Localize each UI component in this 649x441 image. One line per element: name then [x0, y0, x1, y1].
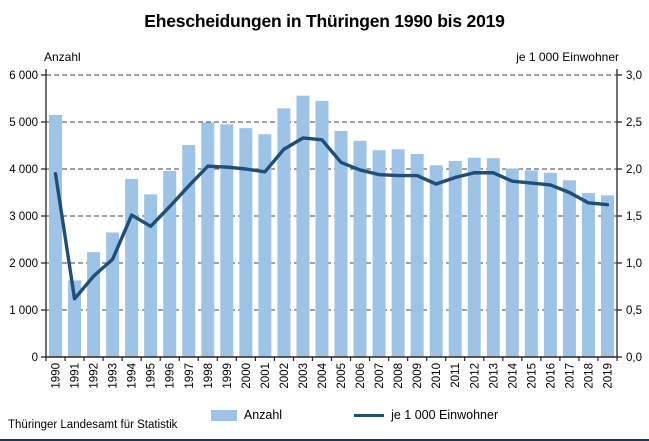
bar-2012	[467, 157, 481, 357]
bar-2005	[334, 130, 348, 357]
x-label-2001: 2001	[260, 363, 272, 389]
bar-2000	[239, 128, 253, 357]
x-label-2003: 2003	[298, 363, 310, 389]
left-axis-title: Anzahl	[44, 50, 81, 64]
x-label-2010: 2010	[431, 363, 443, 389]
bar-1997	[182, 145, 196, 357]
x-label-1994: 1994	[127, 362, 139, 388]
bar-2011	[448, 161, 462, 357]
bar-2014	[505, 168, 519, 357]
bar-2001	[258, 134, 272, 357]
bar-2017	[562, 180, 576, 357]
x-label-2011: 2011	[450, 363, 462, 388]
bar-1990	[49, 114, 63, 357]
x-label-1992: 1992	[89, 363, 101, 389]
x-label-2004: 2004	[317, 362, 329, 388]
right-axis-title: je 1 000 Einwohner	[516, 50, 619, 64]
x-label-2009: 2009	[412, 363, 424, 389]
left-tick-label: 1 000	[9, 305, 38, 317]
bar-2003	[296, 95, 310, 358]
bar-2006	[353, 140, 367, 357]
x-label-1999: 1999	[222, 363, 234, 389]
legend: Anzahl je 1 000 Einwohner	[30, 408, 649, 422]
right-tick-label: 2,5	[626, 117, 642, 129]
bar-2002	[277, 108, 291, 358]
right-tick-label: 0,5	[626, 305, 642, 317]
x-label-2000: 2000	[241, 363, 253, 389]
right-tick-label: 3,0	[626, 70, 642, 82]
legend-item-rate: je 1 000 Einwohner	[354, 408, 498, 422]
bar-1998	[201, 122, 215, 357]
x-label-2014: 2014	[507, 362, 519, 388]
bar-swatch-icon	[210, 409, 237, 421]
left-tick-label: 4 000	[9, 164, 38, 176]
x-label-2007: 2007	[374, 363, 386, 389]
x-label-1993: 1993	[108, 363, 120, 389]
bar-2018	[581, 192, 595, 357]
bar-2008	[391, 149, 405, 357]
bar-2007	[372, 150, 386, 357]
x-label-2002: 2002	[279, 363, 291, 389]
x-label-2016: 2016	[545, 363, 557, 389]
x-label-2019: 2019	[602, 363, 614, 389]
legend-bar-label: Anzahl	[243, 408, 283, 422]
bar-2016	[543, 172, 557, 357]
legend-line-label: je 1 000 Einwohner	[391, 408, 499, 422]
right-tick-label: 1,5	[626, 211, 642, 223]
x-label-1998: 1998	[203, 363, 215, 389]
bar-1996	[163, 170, 177, 357]
x-label-2018: 2018	[583, 363, 595, 389]
bar-1991	[68, 280, 82, 357]
x-label-1991: 1991	[70, 363, 82, 389]
x-label-1996: 1996	[165, 363, 177, 389]
bar-1995	[144, 194, 158, 357]
x-label-2005: 2005	[336, 363, 348, 389]
left-tick-label: 3 000	[9, 211, 38, 223]
bar-1992	[87, 252, 101, 357]
bar-2004	[315, 100, 329, 357]
x-label-2006: 2006	[355, 363, 367, 389]
left-tick-label: 6 000	[9, 70, 38, 82]
x-label-2013: 2013	[488, 363, 500, 389]
x-label-2012: 2012	[469, 363, 481, 389]
x-label-2015: 2015	[526, 363, 538, 389]
line-swatch-icon	[354, 413, 385, 417]
bar-2013	[486, 158, 500, 357]
x-label-1997: 1997	[184, 363, 196, 389]
right-tick-label: 2,0	[626, 164, 642, 176]
left-tick-label: 0	[32, 352, 38, 364]
x-label-2017: 2017	[564, 363, 576, 389]
right-tick-label: 1,0	[626, 258, 642, 270]
bar-1999	[220, 124, 234, 357]
bar-2010	[429, 165, 443, 357]
x-label-1995: 1995	[146, 363, 158, 389]
source-label: Thüringer Landesamt für Statistik	[8, 419, 178, 431]
chart-title: Ehescheidungen in Thüringen 1990 bis 201…	[144, 11, 505, 31]
right-tick-label: 0,0	[626, 352, 642, 364]
left-tick-label: 2 000	[9, 258, 38, 270]
x-label-2008: 2008	[393, 363, 405, 389]
bar-1994	[125, 178, 139, 357]
bar-2015	[524, 170, 538, 357]
legend-item-anzahl: Anzahl	[210, 408, 283, 422]
bar-2019	[600, 195, 614, 357]
rate-line	[53, 136, 610, 301]
bottom-rule	[0, 439, 649, 441]
left-tick-label: 5 000	[9, 117, 38, 129]
x-label-1990: 1990	[51, 363, 63, 389]
bar-2009	[410, 153, 424, 357]
